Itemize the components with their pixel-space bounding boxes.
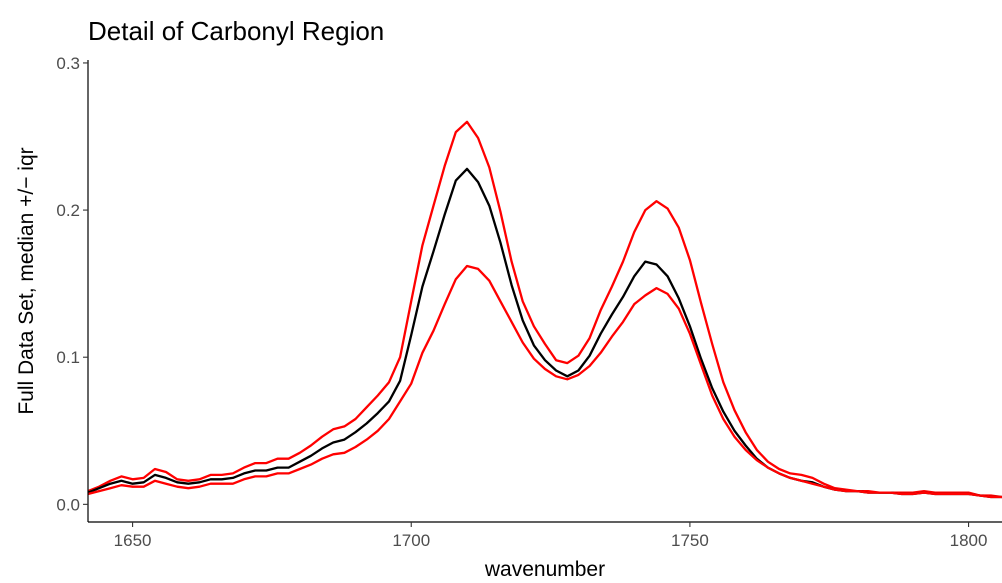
series-lines (88, 120, 1002, 499)
y-tick-label: 0.1 (56, 348, 80, 367)
x-axis-title: wavenumber (484, 558, 605, 581)
x-tick-label: 1650 (114, 531, 152, 550)
y-axis: 0.0 0.1 0.2 0.3 (56, 54, 89, 522)
x-axis: 1650 1700 1750 1800 (88, 521, 1002, 550)
x-tick-label: 1750 (671, 531, 709, 550)
lower-quartile-line (88, 264, 1002, 499)
median-line (88, 167, 1002, 499)
y-tick-label: 0.2 (56, 201, 80, 220)
x-tick-label: 1800 (950, 531, 988, 550)
y-tick-label: 0.3 (56, 54, 80, 73)
chart-title: Detail of Carbonyl Region (88, 16, 384, 46)
plot-area (88, 120, 1002, 499)
y-tick-label: 0.0 (56, 495, 80, 514)
x-tick-label: 1700 (392, 531, 430, 550)
y-axis-title: Full Data Set, median +/− iqr (15, 147, 38, 414)
upper-quartile-line (88, 120, 1002, 499)
